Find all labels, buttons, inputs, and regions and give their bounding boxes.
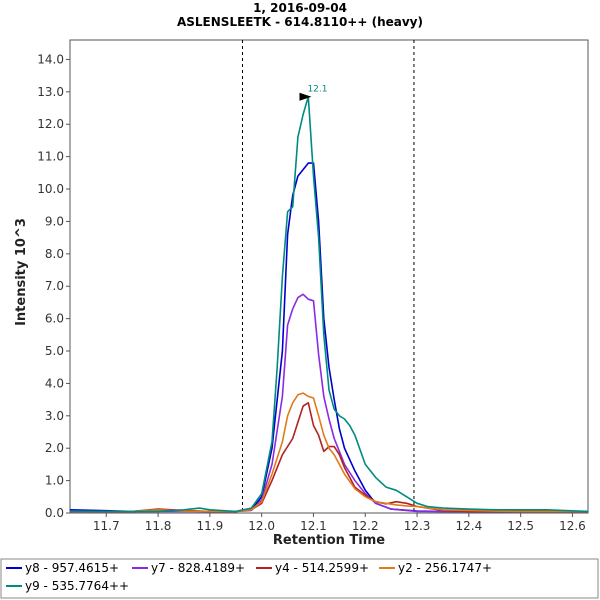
legend: [0, 558, 599, 599]
y-axis-label: Intensity 10^3: [14, 218, 29, 326]
y-tick-label: 1.0: [45, 474, 64, 488]
chart-subtitle: ASLENSLEETK - 614.8110++ (heavy): [177, 15, 423, 29]
y-tick-label: 4.0: [45, 376, 64, 390]
x-tick-label: 11.9: [197, 519, 224, 533]
y-tick-label: 3.0: [45, 409, 64, 423]
legend-label: y8 - 957.4615+: [25, 561, 119, 575]
peak-marker: 12.1: [299, 85, 328, 101]
y-tick-label: 6.0: [45, 312, 64, 326]
plot-area: [69, 39, 589, 514]
legend-items: y8 - 957.4615+ y7 - 828.4189+ y4 - 514.259…: [6, 561, 492, 593]
y-axis: 0.0 1.0 2.0 3.0 4.0 5.0 6.0 7.0 8.0 9.0 10.0 11.0 12…: [37, 52, 70, 520]
x-axis-label: Retention Time: [273, 533, 385, 548]
x-tick-label: 11.8: [145, 519, 172, 533]
x-tick-label: 12.0: [248, 519, 275, 533]
y-tick-label: 8.0: [45, 247, 64, 261]
y-tick-label: 7.0: [45, 279, 64, 293]
legend-label: y7 - 828.4189+: [151, 561, 245, 575]
chart-title: 1, 2016-09-04: [253, 1, 347, 15]
x-tick-label: 12.4: [456, 519, 483, 533]
series-line: [70, 95, 589, 513]
series-lines: [69, 95, 589, 513]
y-tick-label: 14.0: [37, 52, 64, 66]
x-tick-label: 12.5: [507, 519, 534, 533]
y-tick-label: 5.0: [45, 344, 64, 358]
x-axis: 11.7 11.8 11.9 12.0 12.1 12.2 12.3 12.4 12.5 12.6: [93, 513, 586, 533]
peak-arrow: [299, 92, 312, 101]
y-tick-label: 9.0: [45, 214, 64, 228]
peak-label: 12.1: [307, 85, 327, 95]
legend-label: y4 - 514.2599+: [275, 561, 369, 575]
y-tick-label: 12.0: [37, 117, 64, 131]
y-tick-label: 0.0: [45, 506, 64, 520]
y-tick-label: 10.0: [37, 182, 64, 196]
x-tick-label: 12.2: [352, 519, 379, 533]
legend-label: y9 - 535.7764++: [25, 579, 129, 593]
x-tick-label: 11.7: [93, 519, 120, 533]
y-tick-label: 11.0: [37, 150, 64, 164]
y-tick-label: 2.0: [45, 441, 64, 455]
x-tick-label: 12.3: [404, 519, 431, 533]
legend-label: y2 - 256.1747+: [398, 561, 492, 575]
x-tick-label: 12.1: [300, 519, 327, 533]
y-tick-label: 13.0: [37, 85, 64, 99]
peak-boundaries: [241, 40, 415, 513]
x-tick-label: 12.6: [559, 519, 586, 533]
